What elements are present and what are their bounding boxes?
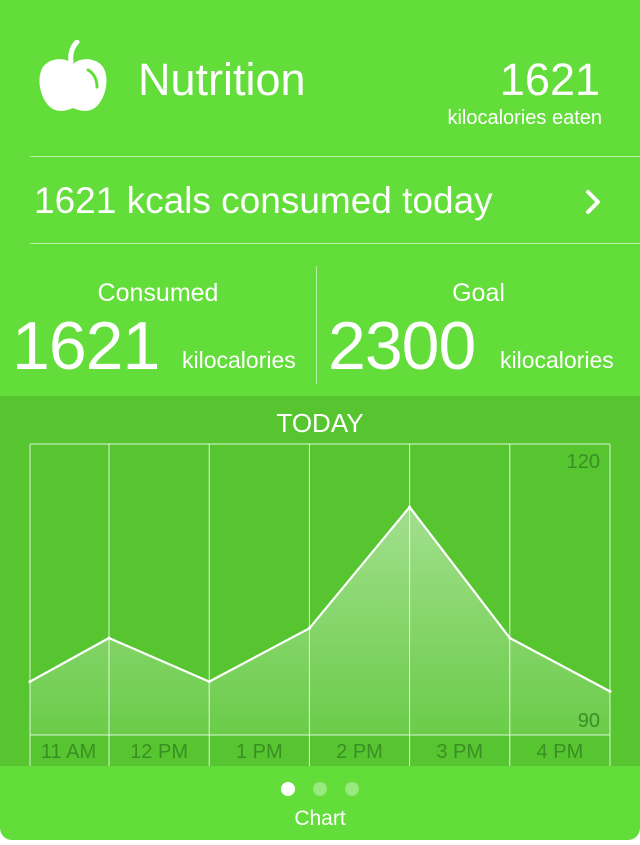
data-point xyxy=(28,680,32,684)
consumed-unit: kilocalories xyxy=(182,347,296,373)
summary-row[interactable]: 1621 kcals consumed today xyxy=(0,157,640,243)
y-tick-label: 120 xyxy=(567,451,600,473)
apple-icon xyxy=(39,40,107,111)
goal-label: Goal xyxy=(452,279,505,307)
stats-separator xyxy=(316,266,317,384)
stats-section: Consumed 1621 kilocalories Goal 2300 kil… xyxy=(0,244,640,396)
page-indicator[interactable] xyxy=(0,782,640,796)
data-point xyxy=(107,636,111,640)
widget-header: Nutrition 1621 kilocalories eaten xyxy=(0,0,640,157)
page-dot[interactable] xyxy=(313,782,327,796)
goal-value: 2300 xyxy=(328,308,476,384)
x-tick-label: 12 PM xyxy=(130,741,188,763)
data-point xyxy=(307,626,311,630)
y-tick-label: 90 xyxy=(578,710,600,732)
widget-title: Nutrition xyxy=(138,54,306,105)
data-point xyxy=(508,636,512,640)
page-dot[interactable] xyxy=(345,782,359,796)
chevron-right-icon xyxy=(586,190,600,214)
summary-text: 1621 kcals consumed today xyxy=(34,180,493,221)
total-kcal-value: 1621 xyxy=(499,54,600,105)
total-kcal-label: kilocalories eaten xyxy=(447,107,602,129)
widget-footer: Chart xyxy=(0,766,640,840)
goal-stat: Goal 2300 kilocalories xyxy=(317,244,640,396)
chart-title: TODAY xyxy=(276,408,364,438)
data-point xyxy=(608,689,612,693)
data-point xyxy=(207,680,211,684)
footer-label: Chart xyxy=(294,807,346,830)
x-tick-label: 11 AM xyxy=(41,741,96,763)
goal-unit: kilocalories xyxy=(500,347,614,373)
consumed-stat: Consumed 1621 kilocalories xyxy=(0,244,316,396)
x-tick-label: 4 PM xyxy=(537,741,584,763)
x-tick-label: 3 PM xyxy=(436,741,483,763)
area-fill xyxy=(30,507,610,735)
page-dot[interactable] xyxy=(281,782,295,796)
chart-panel: 120 90 11 AM 12 PM 1 PM 2 PM 3 PM 4 PM TODAY xyxy=(0,396,640,766)
x-tick-label: 2 PM xyxy=(336,741,383,763)
x-tick-label: 1 PM xyxy=(236,741,283,763)
consumed-label: Consumed xyxy=(97,279,219,307)
data-point xyxy=(408,505,412,509)
calorie-chart: 120 90 11 AM 12 PM 1 PM 2 PM 3 PM 4 PM xyxy=(28,443,612,766)
consumed-value: 1621 xyxy=(12,308,160,384)
divider xyxy=(30,156,640,157)
divider xyxy=(30,243,640,244)
